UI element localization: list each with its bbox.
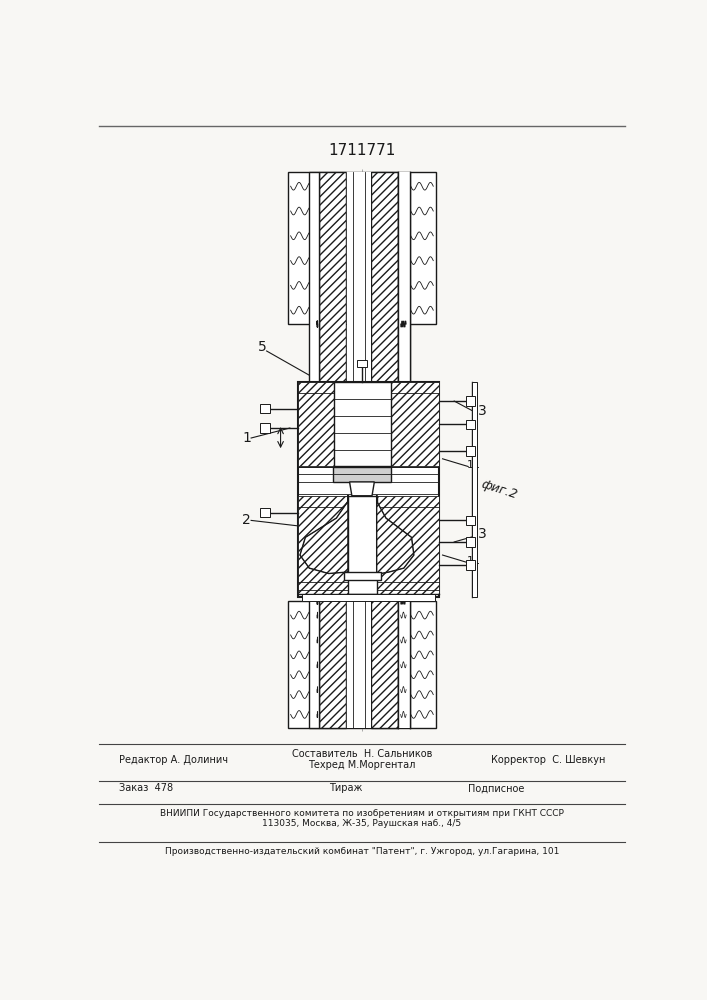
Text: 2: 2 <box>242 513 251 527</box>
Bar <box>320 172 346 728</box>
Text: ВНИИПИ Государственного комитета по изобретениям и открытиям при ГКНТ СССР: ВНИИПИ Государственного комитета по изоб… <box>160 808 564 818</box>
Text: Корректор  С. Шевкун: Корректор С. Шевкун <box>491 755 606 765</box>
Text: Подписное: Подписное <box>468 783 525 793</box>
Bar <box>332 466 392 482</box>
Text: 11: 11 <box>467 460 481 470</box>
Bar <box>466 420 475 429</box>
Bar <box>391 382 438 466</box>
Bar <box>466 516 475 525</box>
Bar <box>288 601 436 728</box>
Bar <box>288 172 436 324</box>
Text: Тираж: Тираж <box>329 783 362 793</box>
Bar <box>260 404 270 413</box>
Bar <box>348 496 377 594</box>
Bar <box>346 601 371 728</box>
Polygon shape <box>300 495 348 574</box>
Bar <box>371 172 398 728</box>
Bar <box>357 360 367 367</box>
Text: 3: 3 <box>478 527 486 541</box>
Bar <box>377 496 438 594</box>
Bar <box>298 496 348 594</box>
Text: 3: 3 <box>478 404 486 418</box>
Bar <box>298 382 438 597</box>
Bar <box>398 172 410 728</box>
Bar <box>346 172 371 324</box>
Bar <box>346 172 371 728</box>
Bar <box>260 423 270 433</box>
Text: фиг.2: фиг.2 <box>479 478 519 502</box>
Text: 1711771: 1711771 <box>328 143 396 158</box>
Bar <box>309 172 320 728</box>
Text: Составитель  Н. Сальников: Составитель Н. Сальников <box>292 749 432 759</box>
Bar <box>466 446 475 456</box>
Text: 11: 11 <box>467 556 481 566</box>
Bar <box>466 396 475 406</box>
Bar <box>334 382 391 466</box>
Text: Техред М.Моргентал: Техред М.Моргентал <box>308 760 416 770</box>
Text: 1: 1 <box>243 431 252 445</box>
Text: Заказ  478: Заказ 478 <box>119 783 173 793</box>
Text: 113035, Москва, Ж-35, Раушская наб., 4/5: 113035, Москва, Ж-35, Раушская наб., 4/5 <box>262 819 462 828</box>
Bar <box>466 537 475 547</box>
Bar <box>466 560 475 570</box>
Text: Редактор А. Долинич: Редактор А. Долинич <box>119 755 228 765</box>
Polygon shape <box>349 482 374 496</box>
Bar <box>260 508 270 517</box>
Bar <box>298 382 334 466</box>
Polygon shape <box>377 495 414 574</box>
Bar <box>472 382 477 597</box>
Bar <box>301 594 435 601</box>
Text: 5: 5 <box>258 340 267 354</box>
Bar <box>344 572 380 580</box>
Text: Производственно-издательский комбинат "Патент", г. Ужгород, ул.Гагарина, 101: Производственно-издательский комбинат "П… <box>165 847 559 856</box>
